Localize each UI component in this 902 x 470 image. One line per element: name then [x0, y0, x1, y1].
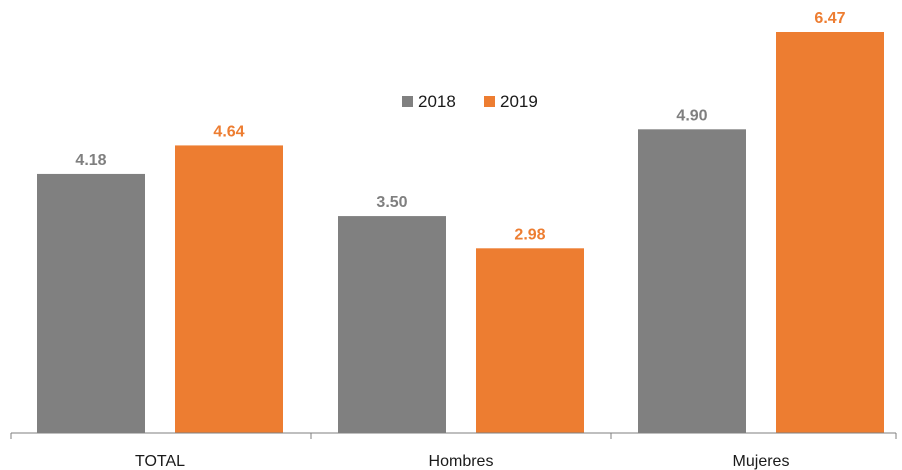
legend: 2018 2019: [402, 92, 538, 111]
category-labels-layer: TOTAL Hombres Mujeres: [135, 453, 790, 470]
bar-2018-hombres: [338, 216, 446, 433]
category-label-total: TOTAL: [135, 453, 185, 470]
category-label-mujeres: Mujeres: [733, 453, 790, 470]
value-label-2019-total: 4.64: [213, 123, 244, 140]
legend-swatch-2018: [402, 96, 413, 107]
legend-label-2019: 2019: [500, 92, 538, 111]
value-label-2019-mujeres: 6.47: [814, 10, 845, 27]
value-label-2018-mujeres: 4.90: [676, 107, 707, 124]
bar-2018-mujeres: [638, 129, 746, 433]
value-label-2018-hombres: 3.50: [376, 194, 407, 211]
x-axis-ticks: [10, 433, 897, 439]
x-axis: [10, 432, 897, 439]
legend-swatch-2019: [484, 96, 495, 107]
bar-2018-total: [37, 173, 145, 433]
value-labels-layer: 4.18 3.50 4.90 4.64 2.98 6.47: [75, 10, 845, 243]
bar-2019-mujeres: [776, 32, 884, 433]
value-label-2018-total: 4.18: [75, 152, 106, 169]
bars-layer: [37, 32, 884, 433]
category-label-hombres: Hombres: [429, 453, 494, 470]
bar-2019-hombres: [476, 248, 584, 433]
value-label-2019-hombres: 2.98: [514, 226, 545, 243]
legend-label-2018: 2018: [418, 92, 456, 111]
bar-2019-total: [175, 145, 283, 433]
